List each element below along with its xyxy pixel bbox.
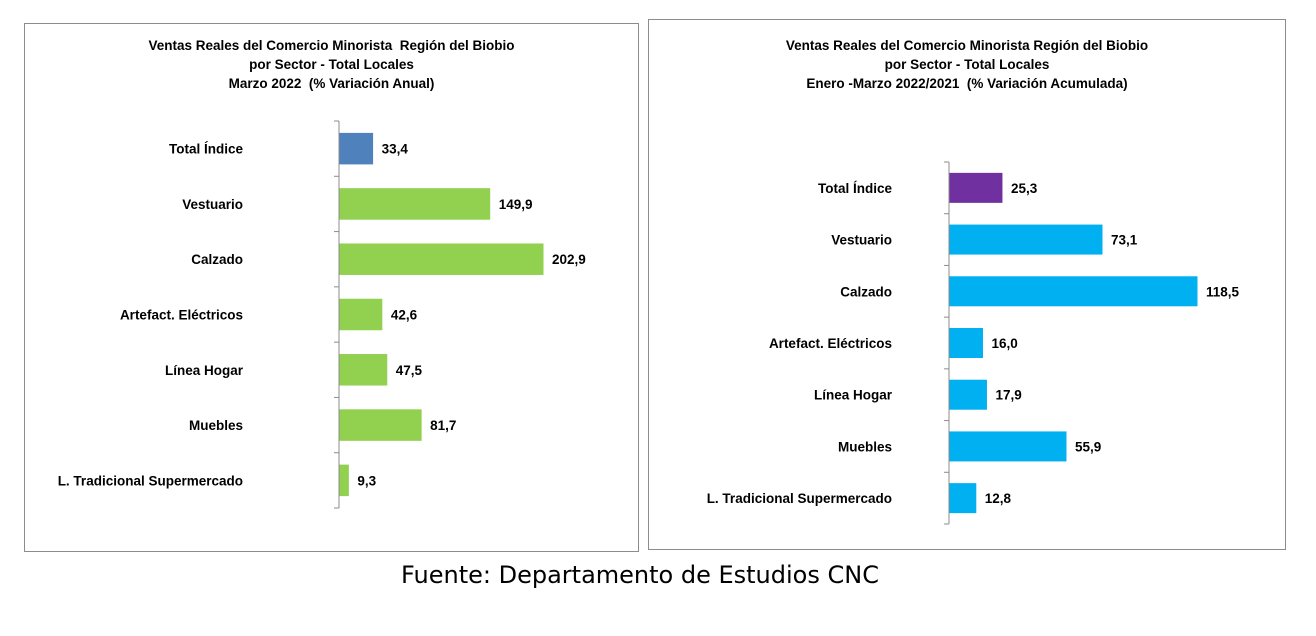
category-label: Calzado xyxy=(840,284,892,299)
bar-chart-cumulative: Total Índice 25,3 Vestuario 73,1 Calzado 118,… xyxy=(707,161,1240,525)
bar xyxy=(339,354,388,386)
value-label: 81,7 xyxy=(430,418,456,433)
category-label: Artefact. Eléctricos xyxy=(120,308,243,323)
category-label: Vestuario xyxy=(182,197,243,212)
bar xyxy=(339,298,383,331)
chart-title-line-2: por Sector - Total Locales xyxy=(884,57,1050,72)
chart-title-line-3: Marzo 2022 (% Variación Anual) xyxy=(228,76,435,91)
chart-title: Ventas Reales del Comercio Minorista Reg… xyxy=(649,36,1285,93)
value-label: 118,5 xyxy=(1206,284,1240,299)
bar xyxy=(949,276,1198,307)
category-label: Calzado xyxy=(191,252,243,267)
value-label: 55,9 xyxy=(1075,439,1101,454)
value-label: 202,9 xyxy=(552,252,586,267)
bar xyxy=(339,188,491,220)
bar xyxy=(949,483,977,514)
chart-title-line-2: por Sector - Total Locales xyxy=(249,57,414,72)
category-label: L. Tradicional Supermercado xyxy=(707,491,892,506)
bar xyxy=(949,431,1067,462)
value-label: 149,9 xyxy=(499,197,533,212)
bar xyxy=(949,328,983,358)
bar xyxy=(339,132,374,165)
bar xyxy=(339,409,422,441)
category-label: L. Tradicional Supermercado xyxy=(58,473,243,488)
category-label: Artefact. Eléctricos xyxy=(769,336,892,351)
bar xyxy=(949,172,1003,203)
category-label: Línea Hogar xyxy=(165,363,244,378)
bar xyxy=(339,243,544,275)
value-label: 73,1 xyxy=(1111,233,1138,248)
value-label: 25,3 xyxy=(1011,181,1038,196)
bar-chart-annual: Total Índice 33,4 Vestuario 149,9 Calzado 202… xyxy=(58,120,586,509)
value-label: 47,5 xyxy=(396,363,423,378)
value-label: 9,3 xyxy=(357,473,376,488)
value-label: 16,0 xyxy=(991,336,1017,351)
source-footer: Fuente: Departamento de Estudios CNC xyxy=(401,561,879,589)
category-label: Total Índice xyxy=(169,142,243,157)
value-label: 12,8 xyxy=(985,491,1012,506)
category-label: Muebles xyxy=(838,439,892,454)
chart-panel-right: Ventas Reales del Comercio Minorista Reg… xyxy=(648,19,1286,550)
category-label: Muebles xyxy=(189,418,243,433)
bar xyxy=(949,224,1103,255)
category-label: Vestuario xyxy=(831,233,892,248)
chart-title-line-3: Enero -Marzo 2022/2021 (% Variación Acum… xyxy=(806,76,1128,91)
value-label: 42,6 xyxy=(391,308,418,323)
bar xyxy=(949,379,987,410)
bar xyxy=(339,464,349,497)
chart-title: Ventas Reales del Comercio Minorista Reg… xyxy=(25,36,638,93)
category-label: Línea Hogar xyxy=(814,388,893,403)
chart-title-line-1: Ventas Reales del Comercio Minorista Reg… xyxy=(148,38,515,53)
chart-panel-left: Ventas Reales del Comercio Minorista Reg… xyxy=(24,23,639,552)
value-label: 33,4 xyxy=(382,142,409,157)
value-label: 17,9 xyxy=(995,388,1021,403)
chart-title-line-1: Ventas Reales del Comercio Minorista Reg… xyxy=(785,38,1149,53)
category-label: Total Índice xyxy=(818,181,892,196)
